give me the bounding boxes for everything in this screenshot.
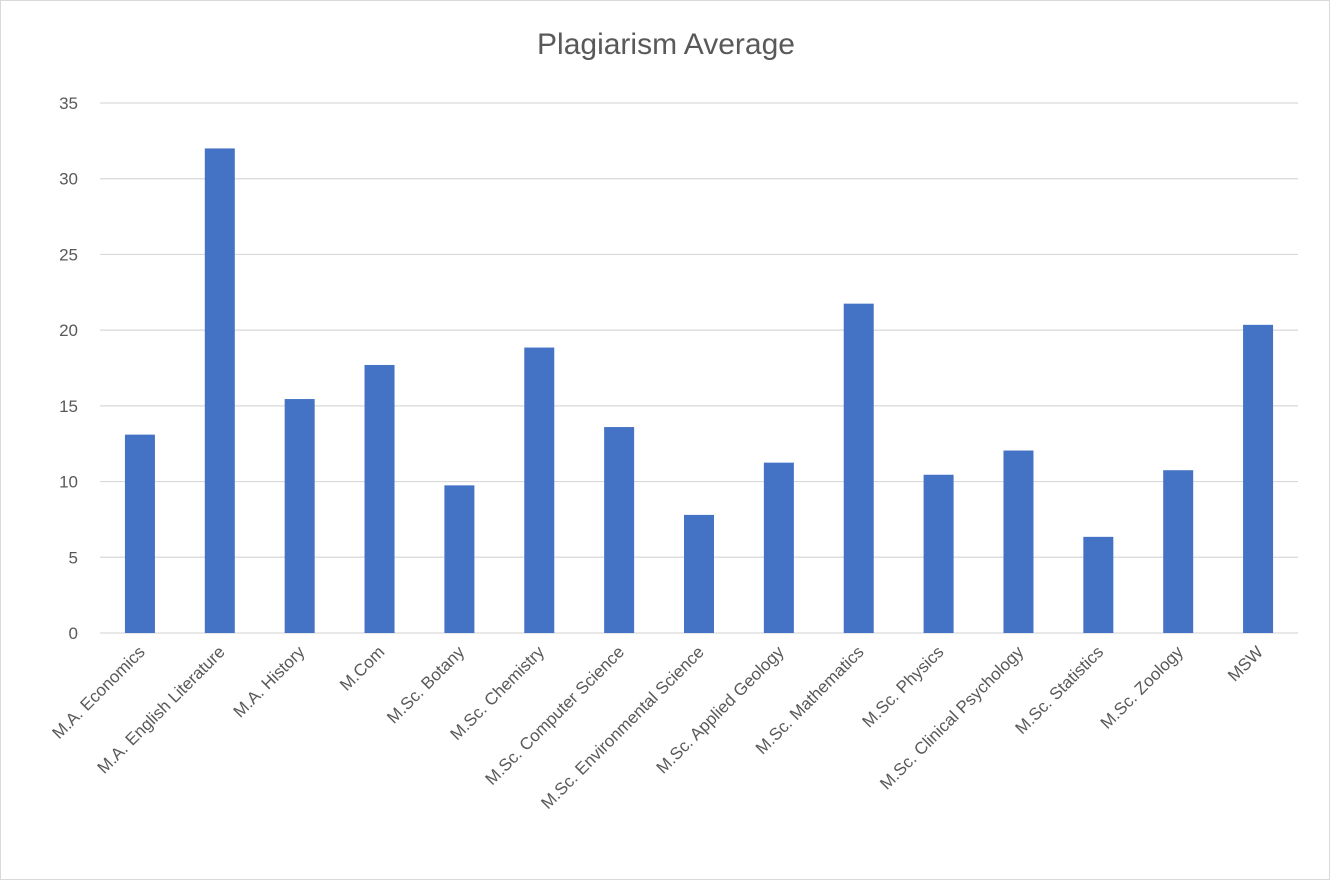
y-tick-label: 30 xyxy=(59,170,78,189)
bar xyxy=(204,148,235,633)
bar xyxy=(604,427,635,633)
x-tick-label: M.Sc. Physics xyxy=(859,642,948,731)
x-tick-label: M.Sc. Clinical Psychology xyxy=(876,642,1027,793)
bars xyxy=(124,148,1274,633)
y-tick-label: 10 xyxy=(59,473,78,492)
y-tick-label: 5 xyxy=(69,548,78,567)
bar xyxy=(684,514,714,633)
bar xyxy=(1083,536,1114,633)
x-tick-label: M.Com xyxy=(336,642,388,694)
y-tick-label: 25 xyxy=(59,245,78,264)
y-tick-label: 0 xyxy=(69,624,78,643)
x-tick-label: MSW xyxy=(1224,642,1267,685)
x-tick-label: M.Sc. Zoology xyxy=(1097,642,1188,733)
bar xyxy=(444,485,475,633)
bar xyxy=(524,347,555,633)
y-tick-label: 15 xyxy=(59,397,78,416)
chart-title: Plagiarism Average xyxy=(537,28,795,61)
bar xyxy=(124,434,155,633)
x-tick-label: M.A. History xyxy=(230,642,309,721)
bar xyxy=(923,474,954,633)
x-tick-label: M.Sc. Environmental Science xyxy=(537,642,707,812)
bar xyxy=(284,399,315,633)
bar xyxy=(1243,324,1274,633)
y-tick-label: 35 xyxy=(59,94,78,113)
y-axis-tick-labels: 0 5 10 15 20 25 30 35 xyxy=(59,94,78,643)
y-tick-label: 20 xyxy=(59,321,78,340)
bar xyxy=(843,303,874,633)
x-tick-label: M.Sc. Computer Science xyxy=(482,642,628,788)
x-tick-label: M.Sc. Botany xyxy=(383,642,468,727)
bar xyxy=(1163,470,1194,633)
bar xyxy=(364,364,395,633)
bar xyxy=(1003,450,1034,633)
bar xyxy=(763,462,794,633)
x-tick-label: M.Sc. Applied Geology xyxy=(653,642,788,777)
